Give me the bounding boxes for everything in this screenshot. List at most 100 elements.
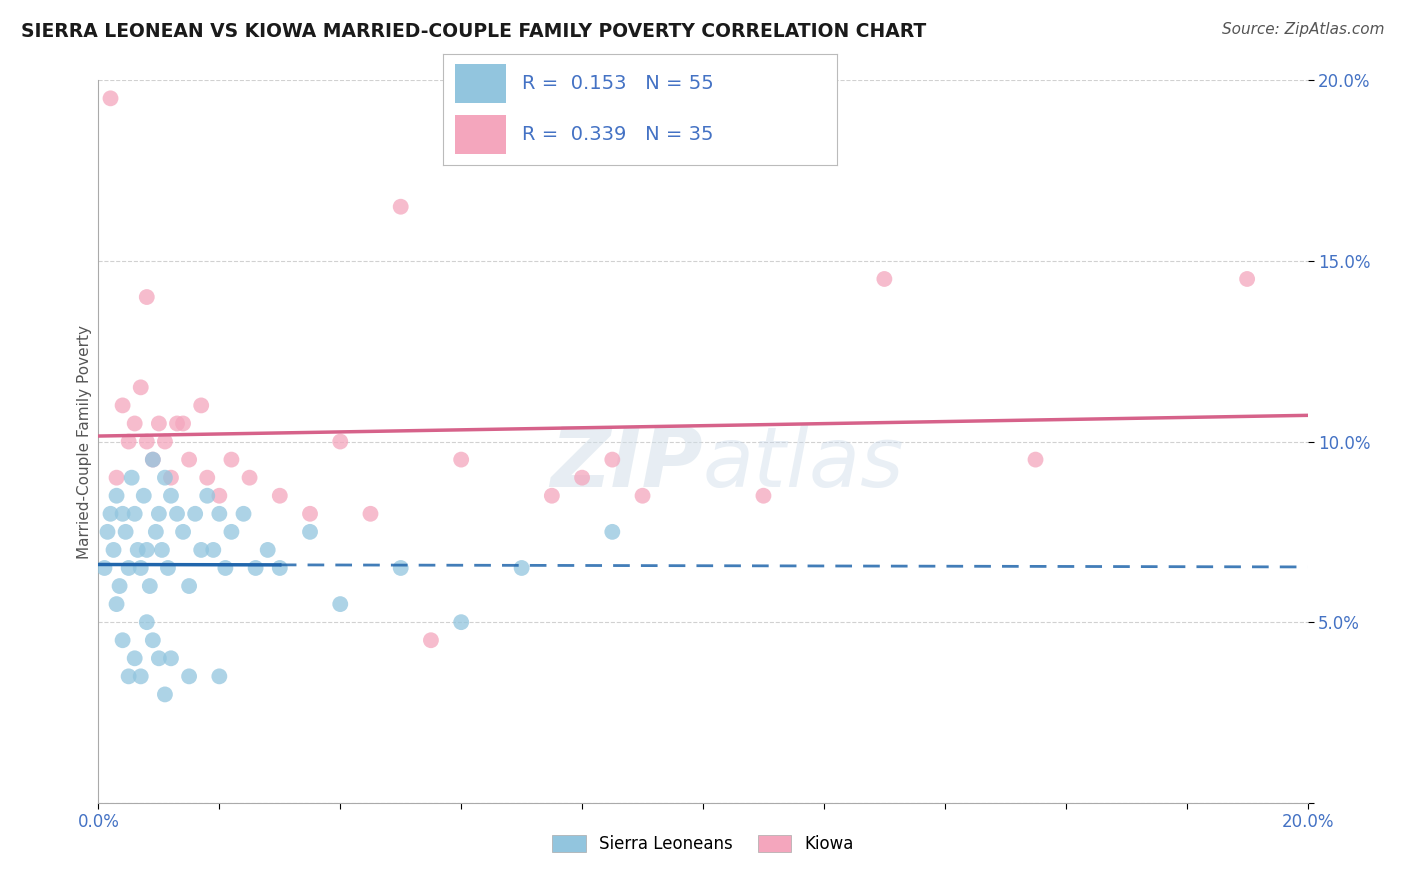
Legend: Sierra Leoneans, Kiowa: Sierra Leoneans, Kiowa: [546, 828, 860, 860]
Point: [179, 669, 201, 683]
Text: R =  0.153   N = 55: R = 0.153 N = 55: [522, 73, 713, 93]
Point: [150, 542, 173, 557]
Point: [105, 471, 128, 485]
Point: [1024, 452, 1046, 467]
Point: [135, 434, 157, 449]
Point: [602, 452, 624, 467]
Point: [156, 561, 179, 575]
Point: [195, 489, 218, 503]
Point: [153, 434, 176, 449]
Point: [132, 489, 155, 503]
Point: [172, 417, 194, 431]
FancyBboxPatch shape: [454, 63, 506, 103]
Point: [153, 471, 176, 485]
Point: [208, 669, 231, 683]
Point: [184, 507, 207, 521]
Point: [118, 561, 141, 575]
Point: [602, 524, 624, 539]
Y-axis label: Married-Couple Family Poverty: Married-Couple Family Poverty: [77, 325, 91, 558]
Point: [129, 380, 152, 394]
Point: [166, 417, 188, 431]
Point: [752, 489, 775, 503]
Point: [142, 633, 165, 648]
Point: [111, 398, 134, 412]
Point: [269, 561, 291, 575]
Point: [145, 524, 167, 539]
Point: [114, 524, 136, 539]
Point: [160, 471, 183, 485]
Text: atlas: atlas: [703, 423, 904, 504]
Point: [153, 687, 176, 701]
Point: [389, 200, 412, 214]
Point: [208, 489, 231, 503]
Point: [299, 524, 322, 539]
Point: [510, 561, 533, 575]
Point: [142, 452, 165, 467]
Point: [103, 542, 125, 557]
Text: R =  0.339   N = 35: R = 0.339 N = 35: [522, 125, 713, 144]
Point: [96, 524, 118, 539]
Point: [208, 507, 231, 521]
Point: [232, 507, 254, 521]
Point: [172, 524, 194, 539]
Point: [631, 489, 654, 503]
Point: [124, 417, 146, 431]
Point: [179, 579, 201, 593]
Point: [135, 615, 157, 630]
Point: [124, 651, 146, 665]
Point: [190, 542, 212, 557]
Point: [111, 507, 134, 521]
Point: [190, 398, 212, 412]
Point: [129, 669, 152, 683]
Point: [873, 272, 896, 286]
Point: [420, 633, 443, 648]
Point: [105, 597, 128, 611]
Text: Source: ZipAtlas.com: Source: ZipAtlas.com: [1222, 22, 1385, 37]
Point: [239, 471, 262, 485]
Point: [269, 489, 291, 503]
Point: [540, 489, 562, 503]
Point: [329, 597, 352, 611]
Point: [118, 669, 141, 683]
Point: [179, 452, 201, 467]
Point: [111, 633, 134, 648]
Point: [121, 471, 143, 485]
Point: [221, 524, 243, 539]
Point: [108, 579, 131, 593]
Point: [214, 561, 236, 575]
Point: [129, 561, 152, 575]
Point: [299, 507, 322, 521]
Point: [142, 452, 165, 467]
Point: [329, 434, 352, 449]
Point: [221, 452, 243, 467]
Point: [148, 507, 170, 521]
Point: [135, 290, 157, 304]
Text: ZIP: ZIP: [550, 423, 703, 504]
Point: [195, 471, 218, 485]
Point: [571, 471, 593, 485]
Point: [148, 651, 170, 665]
Point: [135, 542, 157, 557]
Point: [160, 651, 183, 665]
Point: [124, 507, 146, 521]
Point: [202, 542, 225, 557]
Point: [160, 489, 183, 503]
Point: [127, 542, 149, 557]
Point: [93, 561, 115, 575]
Point: [166, 507, 188, 521]
Point: [1236, 272, 1258, 286]
Point: [100, 507, 122, 521]
Point: [256, 542, 278, 557]
Point: [139, 579, 162, 593]
Point: [148, 417, 170, 431]
Point: [118, 434, 141, 449]
Point: [245, 561, 267, 575]
Point: [450, 615, 472, 630]
Point: [389, 561, 412, 575]
Point: [105, 489, 128, 503]
Point: [100, 91, 122, 105]
Point: [450, 452, 472, 467]
Point: [360, 507, 382, 521]
FancyBboxPatch shape: [454, 115, 506, 154]
Text: SIERRA LEONEAN VS KIOWA MARRIED-COUPLE FAMILY POVERTY CORRELATION CHART: SIERRA LEONEAN VS KIOWA MARRIED-COUPLE F…: [21, 22, 927, 41]
